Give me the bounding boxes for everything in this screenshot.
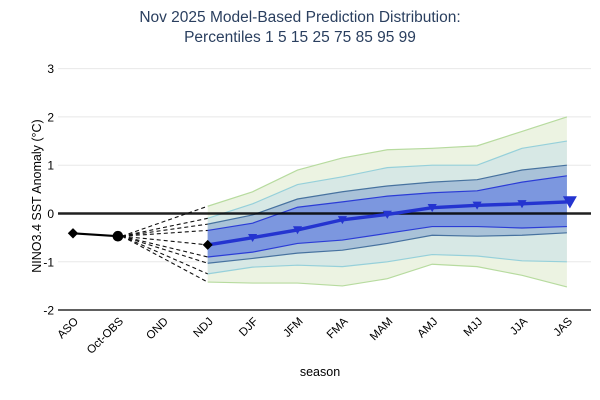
percentile-line-p5 xyxy=(207,253,567,275)
median-marker xyxy=(382,210,392,219)
x-axis-title: season xyxy=(300,365,340,379)
median-marker xyxy=(427,204,437,213)
y-tick-label: 1 xyxy=(47,159,54,173)
fan-dashed-line-p5 xyxy=(121,235,208,275)
x-tick-label: NDJ xyxy=(192,316,216,340)
fan-dashed-line-p85 xyxy=(121,223,208,237)
y-axis-title: NINO3.4 SST Anomaly (°C) xyxy=(30,119,44,272)
x-tick-label: AMJ xyxy=(416,316,441,341)
x-tick-label: JJA xyxy=(508,315,530,337)
median-end-arrow xyxy=(562,196,577,209)
chart-title: Nov 2025 Model-Based Prediction Distribu… xyxy=(0,8,600,48)
percentile-line-p85 xyxy=(207,164,567,225)
median-marker xyxy=(292,226,303,235)
x-tick-label: DJF xyxy=(237,316,260,339)
x-tick-label: MJJ xyxy=(462,316,485,339)
y-tick-label: 0 xyxy=(47,207,54,221)
x-tick-label: JAS xyxy=(552,315,576,339)
fan-dashed-line-median xyxy=(121,235,208,246)
y-tick-label: 3 xyxy=(47,62,54,76)
fan-dashed-line-p25 xyxy=(121,235,208,258)
x-tick-label: MAM xyxy=(368,316,395,343)
x-tick-label: OND xyxy=(144,316,171,343)
median-marker xyxy=(337,216,347,225)
percentile-line-p15 xyxy=(207,232,567,264)
median-marker xyxy=(472,201,482,210)
fan-dashed-line-p15 xyxy=(121,235,208,264)
observed-marker-aso xyxy=(67,228,79,239)
fan-dashed-line-p75 xyxy=(121,229,208,237)
median-start-marker xyxy=(202,239,213,250)
fan-dashed-line-p99 xyxy=(121,205,208,237)
median-marker xyxy=(248,233,258,243)
median-marker xyxy=(517,200,527,209)
x-tick-label: ASO xyxy=(55,316,81,342)
fan-dashed-line-p95 xyxy=(121,217,208,237)
y-tick-label: 2 xyxy=(47,110,54,124)
percentile-line-p75 xyxy=(207,175,567,231)
observed-marker-oct-obs xyxy=(112,230,124,242)
percentile-line-p25 xyxy=(207,225,567,258)
fan-dashed-line-p1 xyxy=(121,235,208,283)
x-tick-label: FMA xyxy=(325,315,351,341)
x-tick-label: Oct-OBS xyxy=(85,315,126,356)
observed-line xyxy=(72,232,118,238)
percentile-line-p95 xyxy=(207,140,567,219)
percentile-line-p1 xyxy=(207,263,568,288)
chart-title-line1: Nov 2025 Model-Based Prediction Distribu… xyxy=(139,9,461,26)
y-tick-label: -2 xyxy=(43,304,54,318)
chart-title-line2: Percentiles 1 5 15 25 75 85 95 99 xyxy=(184,29,416,46)
percentile-line-p99 xyxy=(207,116,568,207)
y-tick-label: -1 xyxy=(43,255,54,269)
x-tick-label: JFM xyxy=(281,316,305,340)
